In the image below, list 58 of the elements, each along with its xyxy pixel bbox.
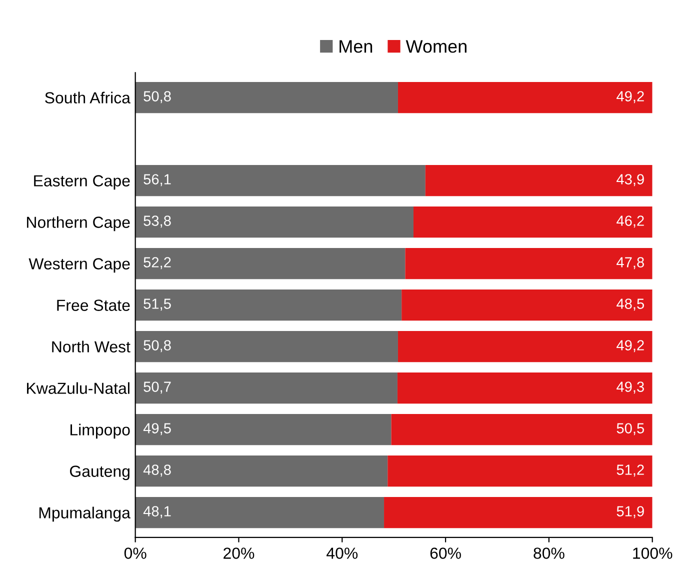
bar [135, 414, 392, 446]
bar [135, 248, 406, 280]
bar [135, 455, 388, 487]
data-label: 49,2 [616, 91, 644, 104]
x-tick-label: 0% [124, 548, 146, 559]
data-label: 50,8 [144, 91, 171, 104]
data-label: 47,8 [616, 257, 644, 270]
data-label: 49,3 [616, 382, 644, 394]
y-tick-label: Gauteng [70, 466, 130, 480]
data-label: 50,7 [144, 382, 171, 394]
x-tick-label: 20% [224, 548, 254, 559]
y-tick-label: South Africa [45, 92, 130, 104]
bar [135, 496, 384, 528]
bar [398, 330, 652, 362]
bar [388, 455, 652, 487]
data-label: 49,2 [616, 340, 644, 352]
legend-label: Men [340, 40, 372, 53]
data-label: 50,5 [616, 423, 644, 436]
y-tick-label: Limpopo [70, 424, 130, 439]
bar [135, 330, 398, 362]
y-tick-label: North West [52, 340, 130, 352]
data-label: 51,5 [144, 298, 171, 311]
x-tick-label: 60% [430, 548, 461, 559]
bar [398, 82, 652, 114]
y-tick-label: Western Cape [28, 258, 130, 273]
data-label: 43,9 [616, 174, 644, 186]
data-label: 48,5 [616, 298, 644, 311]
data-label: 50,8 [144, 340, 171, 352]
data-label: 51,2 [616, 464, 644, 477]
bar [413, 206, 652, 238]
bar [135, 82, 398, 114]
data-label: 46,2 [616, 216, 644, 228]
x-tick-label: 40% [326, 548, 358, 559]
bar [384, 496, 652, 528]
y-tick-label: KwaZulu-Natal [27, 382, 130, 394]
data-label: 56,1 [144, 174, 171, 186]
legend-label: Women [406, 40, 466, 53]
data-label: 53,8 [144, 216, 171, 228]
bar [135, 372, 398, 404]
y-tick-label: Eastern Cape [34, 175, 130, 190]
bar [135, 164, 426, 196]
bar [391, 414, 652, 446]
bar [402, 289, 652, 321]
x-tick-label: 80% [534, 548, 564, 559]
data-label: 48,8 [143, 464, 171, 477]
bar [405, 248, 652, 280]
data-label: 52,2 [144, 257, 171, 270]
data-label: 49,5 [143, 423, 171, 436]
data-label: 48,1 [143, 506, 171, 518]
bar [397, 372, 652, 404]
data-label: 51,9 [616, 506, 644, 518]
y-tick-label: Northern Cape [27, 216, 130, 232]
y-tick-label: Free State [57, 300, 130, 311]
bar [135, 289, 402, 321]
y-tick-label: Mpumalanga [39, 506, 130, 522]
bar [425, 164, 652, 196]
x-tick-label: 100% [633, 548, 672, 559]
bar [135, 206, 414, 238]
